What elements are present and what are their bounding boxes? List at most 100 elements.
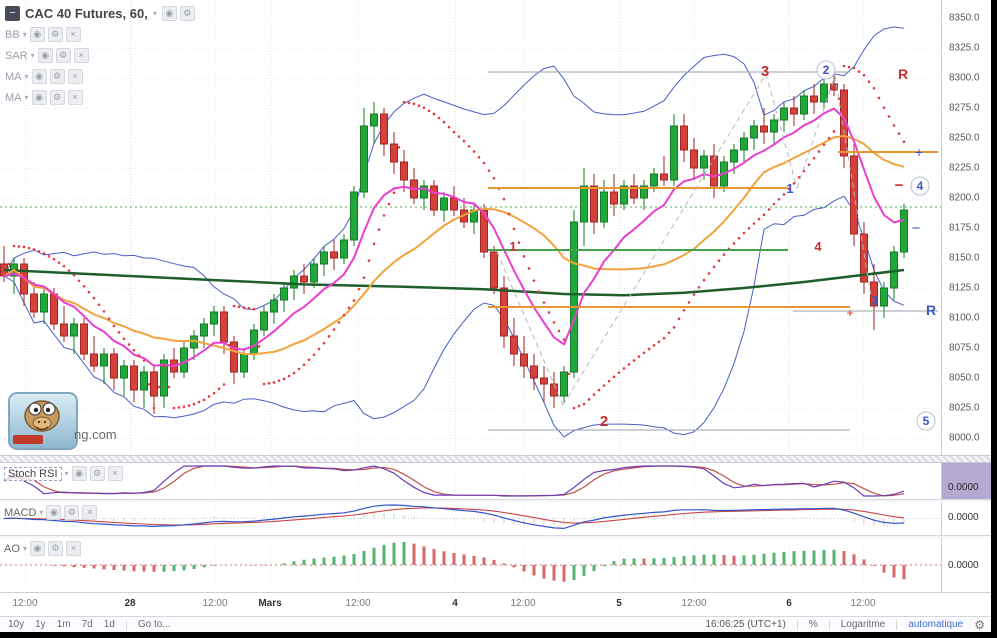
macd-legend: MACD ▾ ◉ ⚙ ×: [4, 505, 98, 520]
indicator-label[interactable]: MA: [5, 70, 22, 83]
macd-pane[interactable]: MACD ▾ ◉ ⚙ ×: [0, 502, 941, 535]
close-icon[interactable]: ×: [82, 505, 98, 520]
main-chart-canvas[interactable]: 3 2 R+− 41−413+ R2 5: [0, 0, 941, 455]
indicator-legend: BB ▾ ◉ ⚙ × SAR ▾ ◉ ⚙ × MA ▾ ◉ ⚙ × MA ▾ ◉ ⚙ ×: [5, 27, 195, 105]
watermark-logo: ng.com: [8, 392, 128, 450]
stoch-rsi-label[interactable]: Stoch RSI: [4, 466, 62, 481]
gear-icon[interactable]: ⚙: [47, 27, 63, 42]
svg-text:−: −: [912, 220, 921, 237]
chevron-down-icon[interactable]: ▾: [22, 30, 27, 39]
range-button-1y[interactable]: 1y: [35, 619, 46, 630]
indicator-label[interactable]: MA: [5, 91, 22, 104]
chevron-down-icon[interactable]: ▾: [39, 508, 44, 517]
eye-icon[interactable]: ◉: [161, 6, 177, 21]
log-scale-toggle[interactable]: Logaritme: [840, 619, 886, 630]
close-icon[interactable]: ×: [107, 466, 123, 481]
chart-legend: − CAC 40 Futures, 60, ▾ ◉ ⚙ BB ▾ ◉ ⚙ × SAR ▾ ◉ ⚙ ×…: [5, 6, 195, 105]
stoch-rsi-canvas[interactable]: [0, 463, 941, 499]
macd-canvas[interactable]: [0, 502, 941, 535]
price-tick: 8350.0: [949, 12, 980, 24]
price-tick: 8325.0: [949, 42, 980, 54]
toolbar-divider: [828, 619, 830, 630]
svg-text:3: 3: [761, 63, 769, 80]
user-drawings[interactable]: 3 2 R+− 41−413+ R2 5: [488, 60, 938, 431]
close-icon[interactable]: ×: [73, 48, 89, 63]
time-tick: 12:00: [510, 598, 536, 609]
clock: 16:06:25 (UTC+1): [705, 619, 786, 630]
watermark-cartoon: [13, 400, 60, 444]
time-tick: 12:00: [202, 598, 228, 609]
stoch-rsi-pane[interactable]: Stoch RSI ▾ ◉ ⚙ ×: [0, 463, 941, 499]
price-axis[interactable]: 8350.0 8325.0 8300.0 8275.0 8250.0 8225.0 8200…: [941, 0, 991, 455]
percent-scale-toggle[interactable]: %: [808, 619, 818, 630]
stoch-rsi-value: 0.0000: [948, 482, 979, 493]
svg-text:R: R: [926, 302, 936, 318]
eye-icon[interactable]: ◉: [29, 541, 45, 556]
close-icon[interactable]: ×: [65, 541, 81, 556]
macd-axis[interactable]: 0.0000: [941, 502, 991, 535]
pane-separator[interactable]: [0, 535, 991, 538]
range-button-1d[interactable]: 1d: [103, 619, 115, 630]
legend-collapse-button[interactable]: −: [5, 6, 20, 21]
settings-gear-icon[interactable]: ⚙: [974, 617, 985, 632]
ao-pane[interactable]: AO ▾ ◉ ⚙ ×: [0, 538, 941, 592]
pane-separator[interactable]: [0, 499, 991, 502]
chevron-down-icon[interactable]: ▾: [22, 544, 27, 553]
eye-icon[interactable]: ◉: [71, 466, 87, 481]
main-chart-plot[interactable]: 3 2 R + −4 1−4 1 3 + R 2 5: [0, 0, 941, 455]
eye-icon[interactable]: ◉: [37, 48, 53, 63]
toolbar-divider: [125, 619, 127, 630]
macd-label[interactable]: MACD: [4, 506, 37, 519]
chevron-down-icon[interactable]: ▾: [24, 72, 29, 81]
range-button-10y[interactable]: 10y: [8, 619, 25, 630]
candles-layer: [0, 66, 908, 414]
gear-icon[interactable]: ⚙: [49, 90, 65, 105]
gear-icon[interactable]: ⚙: [179, 6, 195, 21]
range-button-1m[interactable]: 1m: [56, 619, 71, 630]
gear-icon[interactable]: ⚙: [49, 69, 65, 84]
close-icon[interactable]: ×: [67, 90, 83, 105]
time-tick: 4: [452, 598, 458, 609]
price-tick: 8275.0: [949, 102, 980, 114]
bottom-toolbar: 10y 1y 1m 7d 1d Go to... 16:06:25 (UTC+1) % …: [0, 616, 991, 632]
indicator-legend-row: SAR ▾ ◉ ⚙ ×: [5, 48, 195, 63]
goto-button[interactable]: Go to...: [137, 619, 171, 630]
eye-icon[interactable]: ◉: [29, 27, 45, 42]
gear-icon[interactable]: ⚙: [89, 466, 105, 481]
pane-resize-handle[interactable]: [0, 455, 991, 463]
chevron-down-icon[interactable]: ▾: [30, 51, 35, 60]
price-tick: 8050.0: [949, 372, 980, 384]
indicator-label[interactable]: SAR: [5, 49, 28, 62]
svg-text:2: 2: [823, 63, 830, 77]
ao-canvas[interactable]: [0, 538, 941, 592]
eye-icon[interactable]: ◉: [31, 69, 47, 84]
eye-icon[interactable]: ◉: [31, 90, 47, 105]
indicator-label[interactable]: BB: [5, 28, 20, 41]
symbol-title[interactable]: CAC 40 Futures, 60,: [25, 6, 148, 21]
toolbar-divider: [796, 619, 798, 630]
gear-icon[interactable]: ⚙: [64, 505, 80, 520]
svg-text:+: +: [846, 306, 853, 320]
close-icon[interactable]: ×: [65, 27, 81, 42]
watermark-text: ng.com: [74, 427, 117, 442]
chevron-down-icon[interactable]: ▾: [24, 93, 29, 102]
watermark-image: [8, 392, 78, 450]
auto-scale-toggle[interactable]: automatique: [908, 619, 964, 630]
gear-icon[interactable]: ⚙: [55, 48, 71, 63]
symbol-title-row: − CAC 40 Futures, 60, ▾ ◉ ⚙: [5, 6, 195, 21]
chevron-down-icon[interactable]: ▾: [64, 469, 69, 478]
ao-label[interactable]: AO: [4, 542, 20, 555]
time-tick: Mars: [258, 598, 282, 609]
price-tick: 8025.0: [949, 402, 980, 414]
time-axis[interactable]: 12:00 28 12:00 Mars 12:00 4 12:00 5 12:00 6 12:00: [0, 592, 991, 616]
gear-icon[interactable]: ⚙: [47, 541, 63, 556]
stoch-rsi-axis[interactable]: 0.0000: [941, 463, 991, 499]
eye-icon[interactable]: ◉: [46, 505, 62, 520]
ao-axis[interactable]: 0.0000: [941, 538, 991, 592]
close-icon[interactable]: ×: [67, 69, 83, 84]
stoch-rsi-legend: Stoch RSI ▾ ◉ ⚙ ×: [4, 466, 123, 481]
chevron-down-icon[interactable]: ▾: [152, 9, 157, 18]
price-tick: 8125.0: [949, 282, 980, 294]
range-button-7d[interactable]: 7d: [81, 619, 93, 630]
